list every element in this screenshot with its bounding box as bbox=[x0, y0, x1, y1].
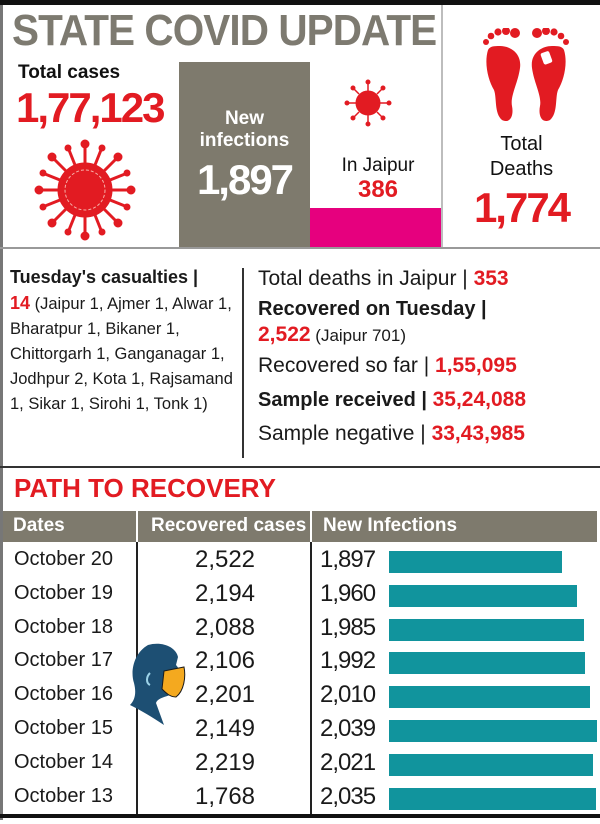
cell-recovered: 2,194 bbox=[194, 579, 256, 607]
stat-recovered-tuesday-value: 2,522 (Jaipur 701) bbox=[258, 322, 600, 349]
table-row: October 20 2,522 1,897 bbox=[0, 544, 600, 578]
cell-date: October 19 bbox=[14, 581, 113, 604]
stat-label: Recovered on Tuesday | bbox=[258, 298, 487, 320]
cell-new-infections: 2,035 bbox=[320, 782, 376, 810]
column-divider bbox=[310, 542, 312, 814]
cell-date: October 14 bbox=[14, 750, 113, 773]
cell-date: October 13 bbox=[14, 784, 113, 807]
cell-new-infections: 2,010 bbox=[320, 681, 376, 709]
top-rule bbox=[0, 0, 600, 5]
new-infections-bar bbox=[389, 584, 577, 607]
header-dates: Dates bbox=[13, 515, 65, 536]
stat-recovered-tuesday: Recovered on Tuesday | bbox=[258, 296, 600, 322]
footprints-icon bbox=[483, 28, 569, 122]
in-jaipur-label: In Jaipur bbox=[341, 155, 415, 176]
stat-recovered-so-far: Recovered so far | 1,55,095 bbox=[258, 349, 600, 383]
casualties-details: (Jaipur 1, Ajmer 1, Alwar 1, Bharatpur 1… bbox=[10, 295, 233, 413]
cell-date: October 17 bbox=[14, 649, 113, 672]
new-infections-bar bbox=[389, 652, 585, 675]
table-row: October 13 1,768 2,035 bbox=[0, 781, 600, 815]
section-divider bbox=[0, 247, 600, 249]
casualties-count: 14 bbox=[10, 293, 31, 313]
new-infections-label: New infections bbox=[179, 108, 310, 152]
total-deaths-label-line1: Total bbox=[500, 133, 543, 155]
cell-recovered: 2,201 bbox=[194, 681, 256, 709]
divider bbox=[441, 5, 443, 247]
masked-head-icon bbox=[130, 643, 186, 725]
stat-note: (Jaipur 701) bbox=[310, 326, 406, 345]
table-row: October 16 2,201 2,010 bbox=[0, 679, 600, 713]
section-divider bbox=[0, 466, 600, 468]
stat-value: 35,24,088 bbox=[432, 388, 527, 411]
stat-label: Recovered so far | bbox=[258, 354, 436, 377]
cell-date: October 16 bbox=[14, 683, 113, 706]
stat-sample-negative: Sample negative | 33,43,985 bbox=[258, 417, 600, 451]
new-infections-bar bbox=[389, 686, 590, 709]
bottom-rule bbox=[0, 814, 600, 818]
cell-new-infections: 1,897 bbox=[320, 546, 376, 573]
new-infections-bar bbox=[389, 618, 584, 641]
page-title: STATE COVID UPDATE bbox=[12, 6, 437, 55]
cell-recovered: 2,088 bbox=[194, 613, 256, 641]
table-row: October 18 2,088 1,985 bbox=[0, 612, 600, 646]
table-row: October 17 2,106 1,992 bbox=[0, 645, 600, 679]
cell-date: October 20 bbox=[14, 548, 113, 570]
stat-jaipur-deaths: Total deaths in Jaipur | 353 bbox=[258, 262, 600, 296]
header-new-infections: New Infections bbox=[323, 515, 458, 536]
total-deaths-label: Total Deaths bbox=[443, 132, 600, 182]
cell-recovered: 1,768 bbox=[194, 782, 256, 810]
in-jaipur-value: 386 bbox=[357, 176, 399, 203]
virus-icon bbox=[34, 139, 136, 241]
jaipur-bar bbox=[310, 208, 441, 247]
new-infections-label-line1: New bbox=[224, 108, 265, 129]
table-header: Dates Recovered cases New Infections bbox=[3, 511, 597, 542]
table-row: October 14 2,219 2,021 bbox=[0, 747, 600, 781]
cell-new-infections: 2,039 bbox=[320, 715, 376, 742]
cell-recovered: 2,522 bbox=[194, 546, 256, 573]
stat-value: 353 bbox=[473, 267, 509, 290]
cell-new-infections: 2,021 bbox=[320, 748, 376, 776]
table-row: October 15 2,149 2,039 bbox=[0, 713, 600, 747]
stat-sample-received: Sample received | 35,24,088 bbox=[258, 383, 600, 417]
new-infections-bar bbox=[389, 720, 597, 742]
total-deaths-label-line2: Deaths bbox=[489, 158, 554, 180]
stat-value: 2,522 bbox=[258, 323, 311, 346]
casualties-label: Tuesday's casualties | bbox=[10, 267, 199, 287]
casualties-block: Tuesday's casualties | 14 (Jaipur 1, Ajm… bbox=[10, 265, 235, 417]
table-row: October 19 2,194 1,960 bbox=[0, 578, 600, 612]
total-cases-label: Total cases bbox=[18, 62, 121, 83]
new-infections-label-line2: infections bbox=[199, 130, 290, 151]
total-deaths-value: 1,774 bbox=[473, 184, 571, 231]
stats-block: Total deaths in Jaipur | 353 Recovered o… bbox=[258, 262, 600, 451]
new-infections-bar bbox=[389, 753, 593, 776]
cell-date: October 15 bbox=[14, 717, 113, 739]
stat-value: 1,55,095 bbox=[435, 354, 517, 377]
header-divider bbox=[310, 511, 312, 542]
new-infections-bar bbox=[389, 551, 562, 573]
stat-label: Sample negative | bbox=[258, 422, 432, 445]
cell-recovered: 2,106 bbox=[194, 647, 256, 675]
stat-label: Total deaths in Jaipur | bbox=[258, 267, 474, 290]
cell-new-infections: 1,960 bbox=[320, 579, 376, 607]
cell-date: October 18 bbox=[14, 615, 113, 638]
left-rule bbox=[0, 5, 3, 820]
divider bbox=[242, 268, 244, 458]
header-divider bbox=[136, 511, 138, 542]
cell-new-infections: 1,992 bbox=[320, 647, 376, 675]
cell-recovered: 2,149 bbox=[194, 715, 256, 742]
header-recovered: Recovered cases bbox=[151, 515, 307, 536]
stat-label: Sample received | bbox=[258, 389, 433, 411]
cell-recovered: 2,219 bbox=[194, 748, 256, 776]
table-title: PATH TO RECOVERY bbox=[14, 473, 276, 503]
new-infections-panel: New infections 1,897 bbox=[179, 62, 310, 247]
total-cases-value: 1,77,123 bbox=[16, 84, 165, 131]
virus-icon-small bbox=[344, 79, 392, 127]
stat-value: 33,43,985 bbox=[431, 422, 525, 445]
new-infections-value: 1,897 bbox=[196, 156, 294, 203]
new-infections-bar bbox=[389, 787, 596, 810]
cell-new-infections: 1,985 bbox=[320, 613, 376, 641]
